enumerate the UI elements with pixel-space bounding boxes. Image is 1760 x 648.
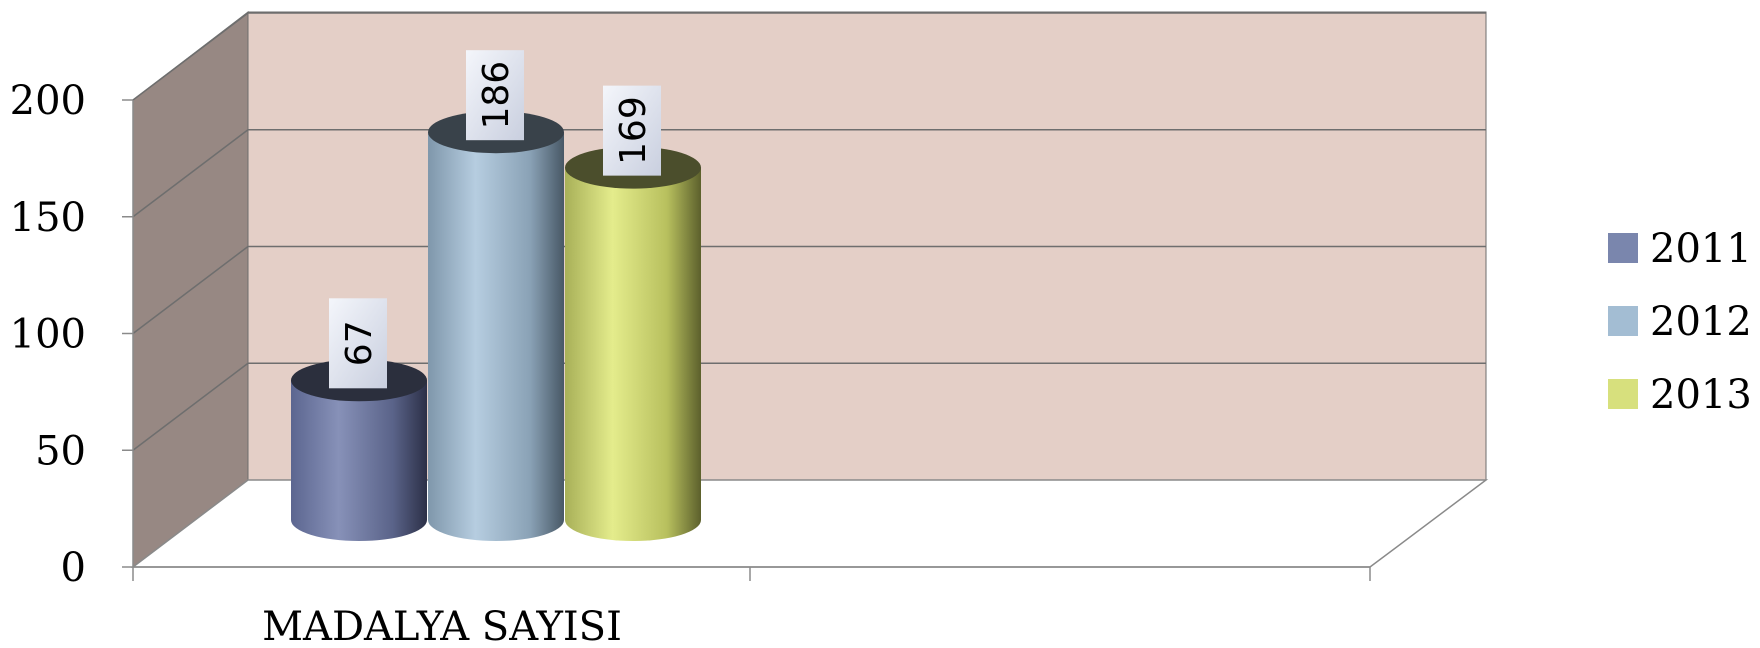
- y-tick-label: 100: [10, 312, 86, 358]
- data-label-value: 67: [339, 320, 380, 366]
- data-label-value: 169: [613, 96, 654, 165]
- legend: 2011 2012 2013: [1608, 226, 1752, 418]
- y-tick-label: 0: [61, 545, 86, 591]
- gridline-side: [132, 12, 249, 101]
- gridline-side: [132, 362, 249, 451]
- gridline-side: [132, 129, 249, 218]
- legend-swatch-2013: [1608, 379, 1638, 409]
- y-tick-label: 150: [10, 195, 86, 241]
- data-label-2011: 67: [329, 298, 387, 389]
- bar-body: [291, 380, 427, 541]
- gridline-side: [132, 245, 249, 335]
- data-label-2013: 169: [603, 85, 661, 176]
- data-label-box: [329, 298, 387, 389]
- bar-body: [565, 167, 701, 541]
- y-tick-label: 200: [10, 78, 86, 124]
- bar-body: [428, 132, 564, 541]
- y-tick-label: 50: [35, 428, 86, 474]
- bar-2013: [565, 146, 701, 541]
- y-axis: 0 50 100 150 200: [10, 78, 1371, 591]
- legend-label-2011: 2011: [1650, 226, 1752, 272]
- legend-label-2013: 2013: [1650, 372, 1752, 418]
- data-labels: 67 186 169: [329, 50, 661, 389]
- legend-swatch-2011: [1608, 233, 1638, 263]
- data-label-box: [603, 85, 661, 176]
- data-label-value: 186: [476, 61, 517, 130]
- legend-swatch-2012: [1608, 306, 1638, 336]
- data-label-2012: 186: [466, 50, 524, 141]
- bar-2012: [428, 111, 564, 541]
- category-label: MADALYA SAYISI: [262, 604, 622, 648]
- bars: [291, 111, 701, 541]
- data-label-box: [466, 50, 524, 141]
- legend-label-2012: 2012: [1650, 299, 1752, 345]
